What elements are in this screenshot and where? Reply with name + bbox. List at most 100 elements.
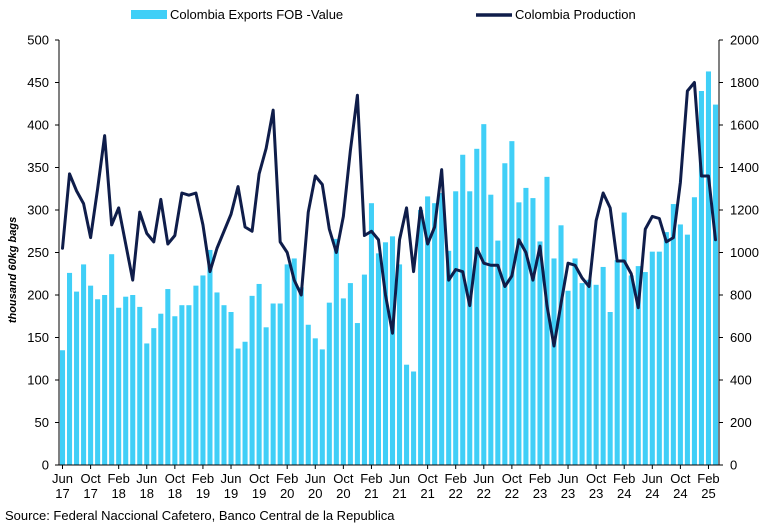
x-tick-label-month: Oct (502, 471, 523, 486)
bar-exports-61 (488, 194, 494, 465)
y-left-tick-label: 400 (27, 118, 49, 133)
y-left-tick-label: 100 (27, 373, 49, 388)
y-left-tick-label: 150 (27, 330, 49, 345)
bar-exports-60 (481, 124, 487, 466)
bar-exports-19 (193, 285, 199, 465)
bar-exports-15 (165, 289, 171, 465)
y-right-tick-label: 0 (730, 458, 737, 473)
bar-exports-85 (656, 251, 662, 465)
bar-exports-52 (425, 196, 431, 465)
y-left-tick-label: 0 (42, 458, 49, 473)
line-series-production (61, 81, 717, 348)
bar-exports-1 (67, 272, 73, 465)
x-tick-label-month: Oct (417, 471, 438, 486)
x-tick-label-month: Oct (249, 471, 270, 486)
y-right-tick-label: 1600 (730, 118, 759, 133)
axes (55, 39, 723, 469)
bar-exports-64 (509, 141, 515, 465)
bar-exports-9 (123, 296, 129, 465)
y-right-tick-label: 400 (730, 373, 752, 388)
bar-exports-89 (684, 234, 690, 465)
bar-exports-57 (460, 154, 466, 465)
bar-exports-35 (305, 324, 311, 465)
y-right-tick-label: 800 (730, 288, 752, 303)
bar-exports-70 (551, 258, 557, 465)
bar-series-exports (59, 71, 719, 466)
bar-exports-29 (263, 327, 269, 465)
x-tick-label-year: 24 (617, 486, 631, 501)
x-tick-label-year: 23 (561, 486, 575, 501)
bar-exports-65 (516, 202, 522, 465)
bar-exports-84 (649, 251, 655, 465)
bar-exports-83 (642, 272, 648, 465)
bar-exports-27 (249, 295, 255, 465)
bar-exports-53 (432, 203, 438, 465)
bar-exports-79 (614, 260, 620, 465)
x-tick-label-year: 25 (701, 486, 715, 501)
legend-swatch-exports (131, 10, 167, 19)
bar-exports-23 (221, 305, 227, 465)
bar-exports-82 (635, 266, 641, 465)
y-left-tick-label: 500 (27, 33, 49, 48)
bar-exports-20 (200, 275, 206, 465)
x-tick-label-month: Oct (80, 471, 101, 486)
bar-exports-30 (270, 303, 276, 465)
x-tick-label-year: 21 (420, 486, 434, 501)
y-right-tick-label: 600 (730, 330, 752, 345)
bar-exports-76 (593, 284, 599, 465)
bar-exports-45 (375, 253, 381, 465)
x-tick-label-month: Oct (670, 471, 691, 486)
y-left-tick-label: 200 (27, 288, 49, 303)
y-left-tick-label: 300 (27, 203, 49, 218)
bar-exports-11 (137, 306, 143, 465)
x-tick-label-year: 18 (111, 486, 125, 501)
x-tick-label-month: Feb (360, 471, 382, 486)
bar-exports-21 (207, 249, 213, 465)
bar-exports-62 (495, 240, 501, 465)
bar-exports-93 (712, 104, 719, 465)
y-right-tick-label: 200 (730, 415, 752, 430)
bar-exports-80 (621, 212, 627, 465)
bar-exports-91 (698, 91, 704, 465)
x-tick-label-month: Feb (192, 471, 214, 486)
x-tick-label-year: 19 (252, 486, 266, 501)
bar-exports-16 (172, 316, 178, 465)
x-tick-label-month: Feb (276, 471, 298, 486)
bar-exports-55 (446, 250, 452, 465)
bar-exports-5 (95, 299, 101, 465)
bar-exports-41 (347, 283, 353, 465)
x-tick-label-month: Feb (529, 471, 551, 486)
bar-exports-48 (397, 264, 403, 465)
x-tick-label-year: 17 (83, 486, 97, 501)
bar-exports-13 (151, 328, 157, 465)
bar-exports-43 (361, 274, 367, 465)
x-tick-label-year: 23 (533, 486, 547, 501)
x-tick-label-year: 18 (140, 486, 154, 501)
bar-exports-42 (354, 323, 360, 465)
x-tick-label-month: Feb (613, 471, 635, 486)
bar-exports-32 (284, 264, 290, 465)
bar-exports-59 (474, 148, 480, 466)
bar-exports-67 (530, 198, 536, 465)
bar-exports-54 (439, 193, 445, 465)
bar-exports-58 (467, 191, 473, 466)
x-tick-label-year: 24 (673, 486, 687, 501)
bar-exports-72 (565, 290, 571, 465)
legend: Colombia Exports FOB -Value Colombia Pro… (131, 7, 636, 22)
x-tick-label-month: Jun (52, 471, 73, 486)
y-right-tick-label: 2000 (730, 33, 759, 48)
x-tick-label-month: Jun (136, 471, 157, 486)
bar-exports-63 (502, 163, 508, 465)
bar-exports-81 (628, 275, 634, 465)
x-tick-label-month: Jun (389, 471, 410, 486)
bar-exports-50 (411, 371, 417, 465)
x-tick-label-year: 20 (308, 486, 322, 501)
line-production (61, 81, 717, 348)
x-tick-label-month: Jun (305, 471, 326, 486)
bar-exports-24 (228, 312, 234, 465)
bar-exports-74 (579, 283, 585, 465)
y-axis-label: thousand 60kg bags (7, 217, 19, 323)
bar-exports-78 (607, 312, 613, 465)
tick-labels: 0 50 100 150 200 250 300 350 400 450 500 0 200 400 600… (27, 33, 759, 502)
